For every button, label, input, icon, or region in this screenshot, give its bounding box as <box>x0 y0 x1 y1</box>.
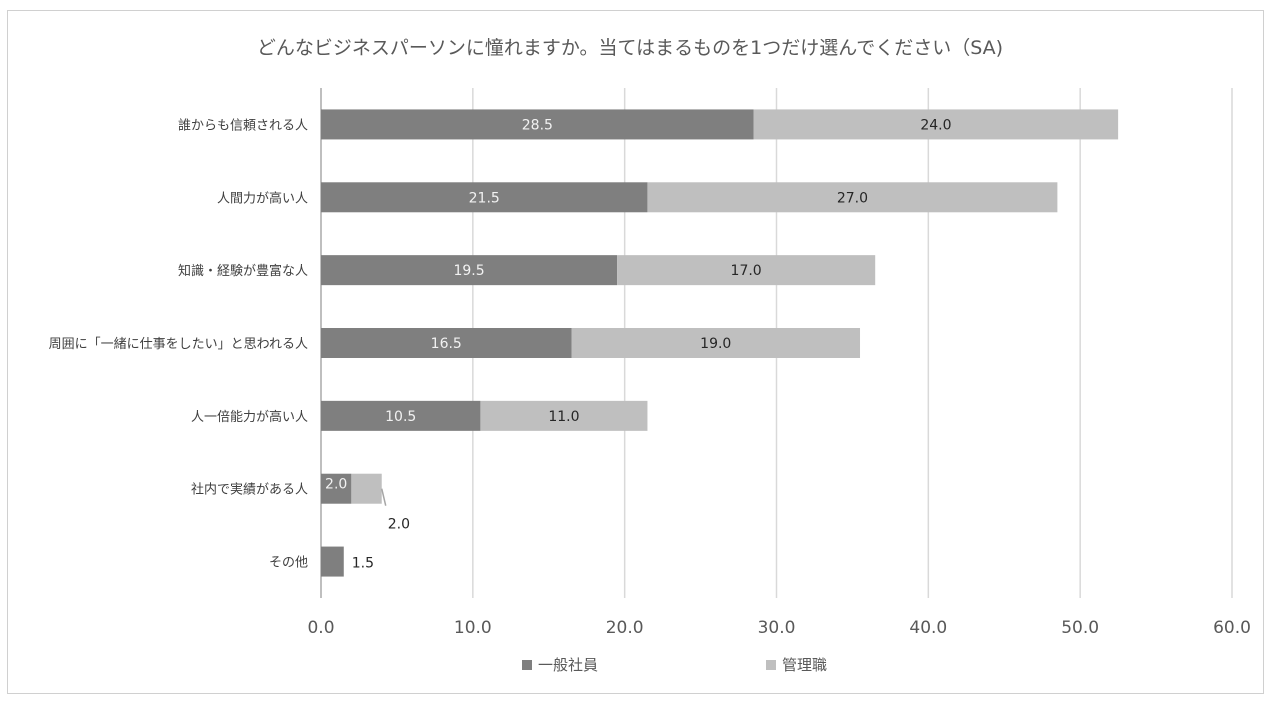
x-tick-label: 60.0 <box>1213 618 1251 638</box>
bar-manager <box>753 109 1119 140</box>
bar-manager <box>617 255 876 286</box>
chart-title: どんなビジネスパーソンに憧れますか。当てはまるものを1つだけ選んでください（SA… <box>257 37 1003 59</box>
bar-manager <box>571 328 861 358</box>
category-label: その他 <box>269 556 308 571</box>
leader-line <box>381 488 387 506</box>
category-label: 社内で実績がある人 <box>191 482 308 498</box>
data-label: 28.5 <box>522 117 553 133</box>
bar-general <box>321 182 648 213</box>
category-label: 周囲に「一緒に仕事をしたい」と思われる人 <box>49 337 308 352</box>
x-tick-label: 0.0 <box>307 618 334 638</box>
bar-general <box>321 546 344 577</box>
bar-manager <box>647 182 1058 213</box>
x-tick-label: 50.0 <box>1061 618 1099 638</box>
data-label: 24.0 <box>920 117 951 133</box>
data-label: 10.5 <box>385 409 416 425</box>
data-label: 21.5 <box>469 190 500 206</box>
category-label: 人一倍能力が高い人 <box>191 409 308 425</box>
category-label: 人間力が高い人 <box>217 190 308 206</box>
data-label: 2.0 <box>325 477 347 493</box>
bar-general <box>321 109 754 140</box>
data-label: 1.5 <box>352 556 374 572</box>
x-tick-label: 30.0 <box>758 618 796 638</box>
data-label: 2.0 <box>388 517 410 533</box>
data-label: 27.0 <box>837 190 868 206</box>
data-label: 16.5 <box>431 336 462 352</box>
bar-manager <box>480 400 648 431</box>
legend-swatch <box>522 660 532 670</box>
legend-swatch <box>766 660 776 670</box>
data-label: 19.0 <box>700 336 731 352</box>
data-label: 17.0 <box>731 263 762 279</box>
bar-general <box>321 473 352 504</box>
x-tick-label: 20.0 <box>606 618 644 638</box>
data-label: 11.0 <box>548 409 579 425</box>
category-label: 知識・経験が豊富な人 <box>178 263 308 279</box>
legend-label: 管理職 <box>782 656 827 674</box>
x-tick-label: 40.0 <box>909 618 947 638</box>
chart-frame <box>7 10 1264 694</box>
bar-general <box>321 400 481 431</box>
bar-manager <box>351 473 382 504</box>
x-tick-label: 10.0 <box>454 618 492 638</box>
bar-general <box>321 255 618 286</box>
legend-label: 一般社員 <box>538 656 598 674</box>
data-label: 19.5 <box>453 263 484 279</box>
bar-general <box>321 328 572 358</box>
category-label: 誰からも信頼される人 <box>178 117 308 133</box>
